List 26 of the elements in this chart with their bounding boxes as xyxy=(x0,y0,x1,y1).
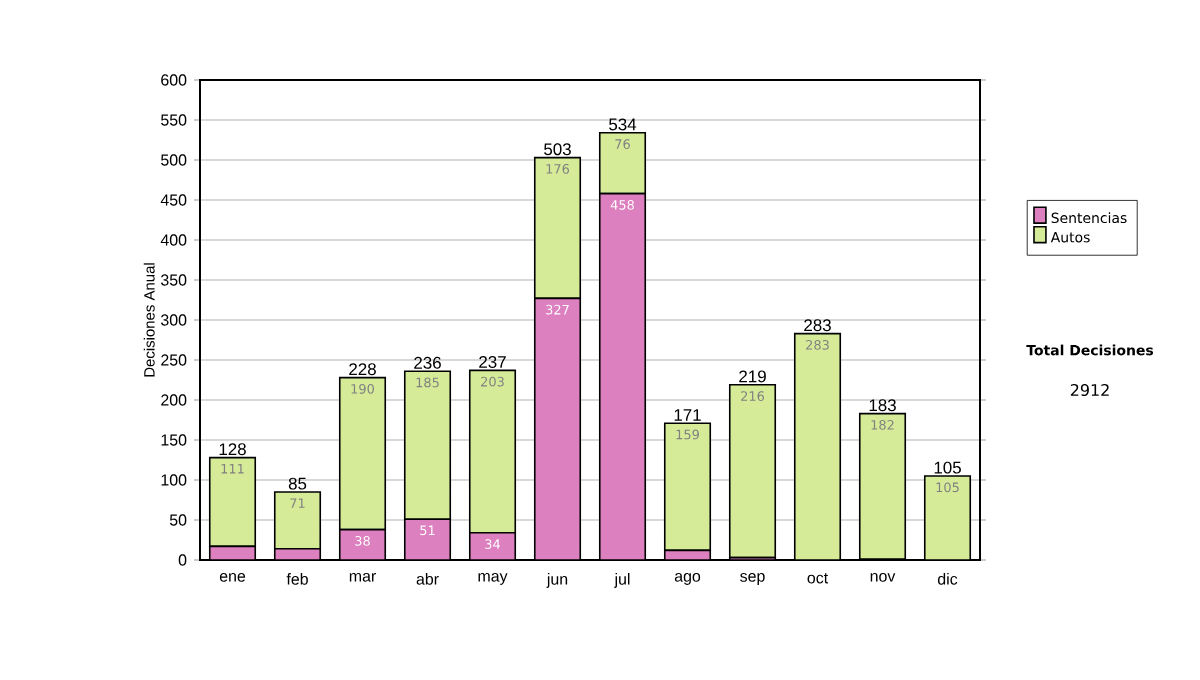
bar xyxy=(534,298,581,560)
total-label: 283 xyxy=(804,319,831,332)
total-label: 128 xyxy=(219,443,246,456)
bar xyxy=(728,384,777,559)
total-label: 228 xyxy=(349,363,376,376)
bar xyxy=(403,370,452,520)
bar xyxy=(273,491,322,550)
bar xyxy=(858,412,907,560)
total-label: 171 xyxy=(674,409,701,421)
total-label: 237 xyxy=(479,356,506,368)
bar xyxy=(923,475,972,560)
total-label: 503 xyxy=(544,143,571,156)
bar xyxy=(599,193,646,560)
bar xyxy=(533,156,582,300)
bar xyxy=(598,132,647,195)
bar xyxy=(794,333,841,560)
total-label: 85 xyxy=(288,477,307,490)
total-label: 236 xyxy=(414,356,441,369)
bar xyxy=(663,422,712,552)
total-label: 534 xyxy=(609,118,637,131)
bar xyxy=(468,369,517,534)
bar xyxy=(338,376,387,531)
total-label: 219 xyxy=(739,370,766,383)
total-label: 105 xyxy=(934,461,961,474)
bar xyxy=(208,456,257,548)
total-label: 183 xyxy=(869,399,896,412)
